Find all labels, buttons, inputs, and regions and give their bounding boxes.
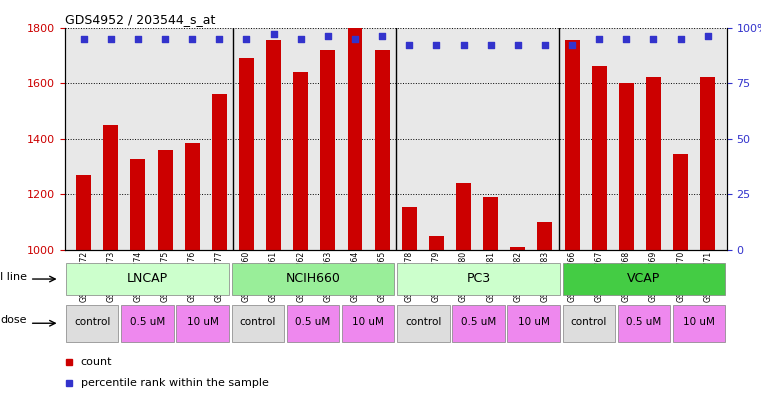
Point [295,35,307,42]
Bar [185,143,199,250]
Bar [320,50,336,250]
Text: cell line: cell line [0,272,27,281]
Bar [239,58,254,250]
Text: dose: dose [1,315,27,325]
Bar [508,305,560,342]
Point [376,33,388,40]
Bar [231,263,394,295]
Bar [429,236,444,250]
Point [349,35,361,42]
Bar [397,305,450,342]
Point [78,35,90,42]
Point [322,33,334,40]
Point [648,35,660,42]
Bar [266,40,281,250]
Text: PC3: PC3 [466,272,491,285]
Point [403,42,416,48]
Bar [456,183,471,250]
Point [268,31,280,37]
Point [186,35,199,42]
Text: percentile rank within the sample: percentile rank within the sample [81,378,269,389]
Bar [158,150,173,250]
Bar [537,222,552,250]
Point [620,35,632,42]
Point [674,35,686,42]
Text: count: count [81,357,112,367]
Bar [673,154,688,250]
Text: 0.5 uM: 0.5 uM [626,318,661,327]
Point [213,35,225,42]
Bar [374,50,390,250]
Point [159,35,171,42]
Bar [619,83,634,250]
Point [132,35,144,42]
Text: 10 uM: 10 uM [352,318,384,327]
Point [702,33,714,40]
Text: 0.5 uM: 0.5 uM [461,318,496,327]
Text: GDS4952 / 203544_s_at: GDS4952 / 203544_s_at [65,13,215,26]
Point [430,42,442,48]
Bar [618,305,670,342]
Text: control: control [240,318,276,327]
Bar [177,305,229,342]
Bar [231,305,284,342]
Bar [452,305,505,342]
Bar [397,263,560,295]
Bar [130,159,145,250]
Text: NCIH660: NCIH660 [285,272,340,285]
Bar [700,77,715,250]
Bar [483,197,498,250]
Point [593,35,605,42]
Bar [562,263,725,295]
Text: VCAP: VCAP [627,272,661,285]
Bar [293,72,308,250]
Bar [212,94,227,250]
Text: control: control [571,318,607,327]
Bar [66,263,229,295]
Bar [565,40,580,250]
Text: 0.5 uM: 0.5 uM [295,318,330,327]
Point [240,35,253,42]
Bar [287,305,339,342]
Text: 10 uM: 10 uM [517,318,549,327]
Bar [342,305,394,342]
Point [511,42,524,48]
Bar [511,247,525,250]
Bar [562,305,615,342]
Point [457,42,470,48]
Point [566,42,578,48]
Bar [592,66,607,250]
Bar [646,77,661,250]
Bar [348,28,362,250]
Point [105,35,117,42]
Bar [121,305,174,342]
Text: control: control [405,318,441,327]
Text: 10 uM: 10 uM [683,318,715,327]
Text: LNCAP: LNCAP [127,272,168,285]
Text: 10 uM: 10 uM [186,318,218,327]
Text: control: control [74,318,110,327]
Text: 0.5 uM: 0.5 uM [130,318,165,327]
Bar [76,174,91,250]
Point [485,42,497,48]
Point [539,42,551,48]
Bar [673,305,725,342]
Bar [66,305,119,342]
Bar [402,207,417,250]
Bar [103,125,118,250]
